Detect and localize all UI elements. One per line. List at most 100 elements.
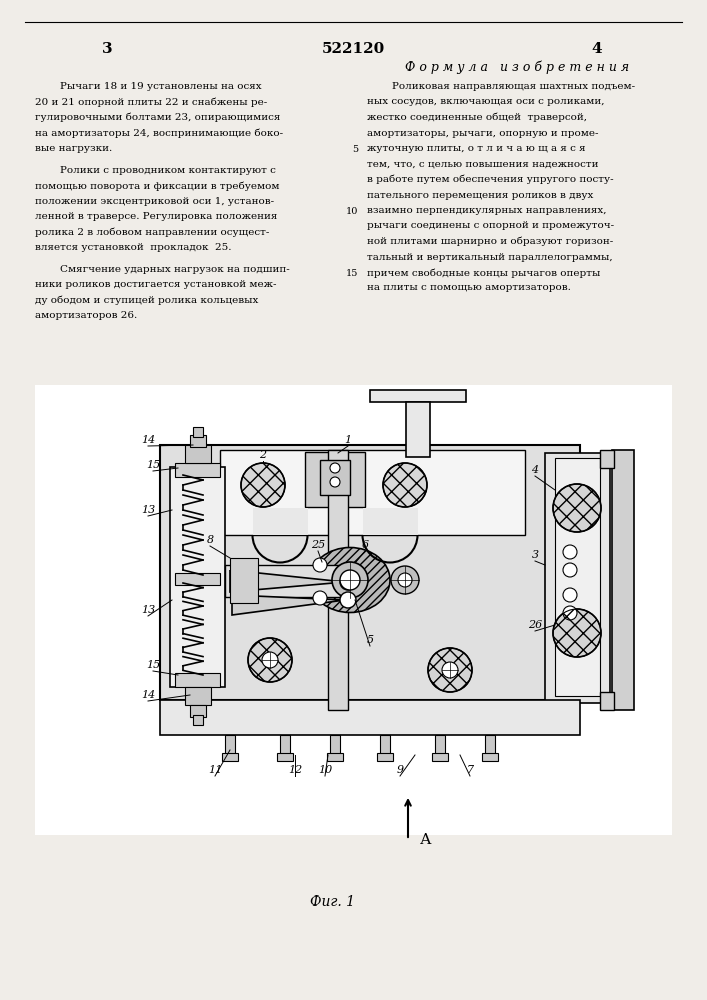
Text: Рычаги 18 и 19 установлены на осях: Рычаги 18 и 19 установлены на осях (60, 82, 262, 91)
Bar (435, 735, 445, 755)
Bar (600, 450, 614, 468)
Text: ленной в траверсе. Регулировка положения: ленной в траверсе. Регулировка положения (35, 212, 277, 221)
Circle shape (398, 573, 412, 587)
Bar (432, 753, 448, 761)
Circle shape (553, 484, 601, 532)
Bar (230, 558, 258, 603)
Text: 9: 9 (397, 765, 404, 775)
Text: 13: 13 (141, 505, 155, 515)
Circle shape (340, 570, 360, 590)
Bar (190, 705, 206, 717)
Bar (193, 427, 203, 437)
Text: 26: 26 (528, 620, 542, 630)
Text: 1: 1 (344, 435, 351, 445)
Text: жестко соединенные общей  траверсой,: жестко соединенные общей траверсой, (367, 113, 587, 122)
Text: 7: 7 (467, 765, 474, 775)
Text: 3: 3 (532, 550, 539, 560)
Bar (370, 390, 466, 402)
Text: помощью поворота и фиксации в требуемом: помощью поворота и фиксации в требуемом (35, 181, 279, 191)
Text: 15: 15 (146, 660, 160, 670)
Text: 14: 14 (141, 690, 155, 700)
Text: вляется установкой  прокладок  25.: вляется установкой прокладок 25. (35, 243, 231, 252)
Bar (185, 445, 211, 463)
Text: 25: 25 (311, 540, 325, 550)
Ellipse shape (310, 548, 390, 612)
Text: 20 и 21 опорной плиты 22 и снабжены ре-: 20 и 21 опорной плиты 22 и снабжены ре- (35, 98, 267, 107)
Bar (280, 735, 290, 755)
Bar (160, 445, 580, 700)
Bar (225, 565, 340, 597)
Circle shape (563, 606, 577, 620)
Text: вые нагрузки.: вые нагрузки. (35, 144, 112, 153)
Bar (380, 735, 390, 755)
Text: Смягчение ударных нагрузок на подшип-: Смягчение ударных нагрузок на подшип- (60, 265, 290, 274)
Text: 3: 3 (102, 42, 112, 56)
Bar (193, 715, 203, 725)
Bar (190, 435, 206, 447)
Bar (225, 735, 235, 755)
Text: Ролики с проводником контактируют с: Ролики с проводником контактируют с (60, 166, 276, 175)
Text: 522120: 522120 (322, 42, 385, 56)
Text: взаимно перпендикулярных направлениях,: взаимно перпендикулярных направлениях, (367, 206, 607, 215)
Text: ных сосудов, включающая оси с роликами,: ных сосудов, включающая оси с роликами, (367, 98, 604, 106)
Text: ники роликов достигается установкой меж-: ники роликов достигается установкой меж- (35, 280, 276, 289)
Text: 2: 2 (259, 450, 267, 460)
Circle shape (340, 574, 356, 590)
Bar (305, 452, 365, 507)
Text: 11: 11 (208, 765, 222, 775)
Bar (612, 450, 634, 710)
Circle shape (262, 652, 278, 668)
Text: ролика 2 в лобовом направлении осущест-: ролика 2 в лобовом направлении осущест- (35, 228, 269, 237)
Text: в работе путем обеспечения упругого посту-: в работе путем обеспечения упругого пост… (367, 175, 614, 184)
Text: Роликовая направляющая шахтных подъем-: Роликовая направляющая шахтных подъем- (392, 82, 635, 91)
Text: 15: 15 (146, 460, 160, 470)
Text: тем, что, с целью повышения надежности: тем, что, с целью повышения надежности (367, 159, 599, 168)
Bar (363, 508, 418, 535)
Text: амортизаторов 26.: амортизаторов 26. (35, 311, 137, 320)
Text: Ф о р м у л а   и з о б р е т е н и я: Ф о р м у л а и з о б р е т е н и я (405, 60, 629, 74)
Text: 13: 13 (141, 605, 155, 615)
Bar (185, 687, 211, 705)
Circle shape (442, 662, 458, 678)
Circle shape (313, 558, 327, 572)
Bar (377, 753, 393, 761)
PathPatch shape (232, 595, 345, 615)
Bar (545, 453, 610, 703)
Bar (330, 735, 340, 755)
Text: амортизаторы, рычаги, опорную и проме-: амортизаторы, рычаги, опорную и проме- (367, 128, 599, 137)
Circle shape (563, 563, 577, 577)
Text: ду ободом и ступицей ролика кольцевых: ду ободом и ступицей ролика кольцевых (35, 296, 258, 305)
Text: 10: 10 (318, 765, 332, 775)
Circle shape (330, 463, 340, 473)
Text: гулировочными болтами 23, опирающимися: гулировочными болтами 23, опирающимися (35, 113, 281, 122)
Text: положении эксцентриковой оси 1, установ-: положении эксцентриковой оси 1, установ- (35, 197, 274, 206)
Circle shape (313, 591, 327, 605)
PathPatch shape (230, 570, 345, 592)
Text: 10: 10 (346, 207, 358, 216)
Text: 5: 5 (366, 635, 373, 645)
Circle shape (553, 609, 601, 657)
Text: 4: 4 (532, 465, 539, 475)
Bar (220, 450, 525, 535)
Text: на плиты с помощью амортизаторов.: на плиты с помощью амортизаторов. (367, 284, 571, 292)
Bar (482, 753, 498, 761)
Text: 15: 15 (346, 269, 358, 278)
Bar (160, 700, 580, 735)
Bar (327, 753, 343, 761)
Bar (328, 450, 348, 710)
Circle shape (391, 566, 419, 594)
Bar (222, 753, 238, 761)
Text: 12: 12 (288, 765, 302, 775)
Circle shape (563, 588, 577, 602)
Text: 14: 14 (141, 435, 155, 445)
Text: 5: 5 (352, 145, 358, 154)
Bar (170, 467, 225, 687)
Bar (175, 463, 220, 477)
Bar (600, 692, 614, 710)
Text: рычаги соединены с опорной и промежуточ-: рычаги соединены с опорной и промежуточ- (367, 222, 614, 231)
Bar (175, 573, 220, 585)
Bar (555, 458, 600, 696)
Circle shape (428, 648, 472, 692)
Circle shape (340, 592, 356, 608)
Text: пательного перемещения роликов в двух: пательного перемещения роликов в двух (367, 190, 593, 200)
